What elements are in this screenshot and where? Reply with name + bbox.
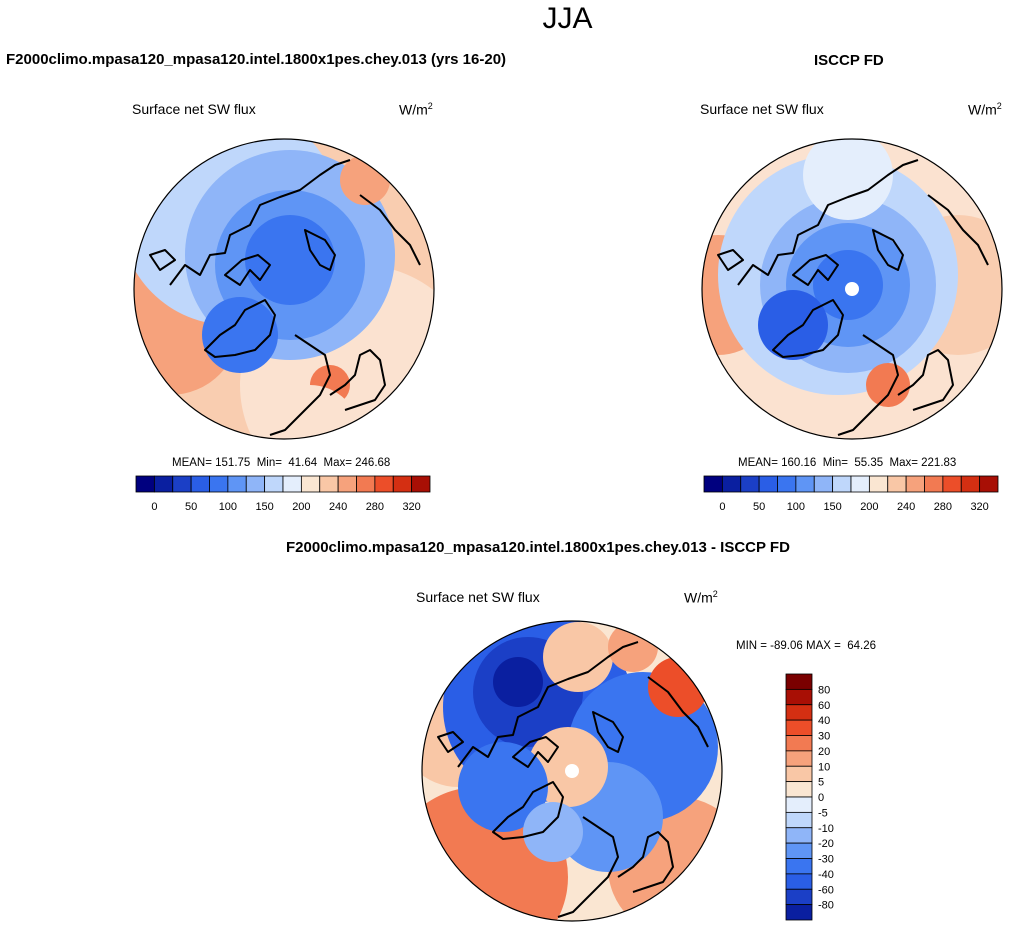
colorbar-tick-label: 200 [292,501,310,513]
left-stats: MEAN= 151.75 Min= 41.64 Max= 246.68 [172,457,391,469]
colorbar-tick-label: 320 [402,501,420,513]
colorbar-swatch [785,842,813,859]
colorbar-swatch [832,475,852,493]
colorbar-swatch [785,673,813,690]
colorbar-swatch [850,475,870,493]
colorbar-left: 0 50 100 150 200 240 280 320 [135,475,431,513]
diff-stats: MIN = -89.06 MAX = 64.26 [736,640,876,652]
colorbar-tick-label: 100 [219,501,237,513]
colorbar-swatch [300,475,321,493]
colorbar-tick-label: 10 [818,761,830,773]
right-case-title: ISCCP FD [814,52,884,69]
right-stats: MEAN= 160.16 Min= 55.35 Max= 221.83 [738,457,957,469]
colorbar-swatch [337,475,357,493]
colorbar-tick-label: 60 [818,700,830,712]
colorbar-tick-label: 80 [818,684,830,696]
colorbar-swatch [785,735,813,752]
colorbar-swatch [374,475,394,493]
colorbar-tick-label: 50 [753,501,765,513]
colorbar-swatch [319,475,339,493]
colorbar-swatch [209,475,229,493]
colorbar-diff: 80 60 40 30 20 10 5 0 -5 -10 -20 -30 -40 -60 -80 [785,673,834,921]
colorbar-swatch [721,475,742,493]
colorbar-swatch [392,475,413,493]
colorbar-tick-label: 40 [818,715,830,727]
colorbar-swatch [227,475,247,493]
colorbar-tick-label: 280 [934,501,952,513]
colorbar-swatch [942,475,962,493]
colorbar-swatch [785,704,813,721]
colorbar-tick-label: 50 [185,501,197,513]
colorbar-tick-label: -30 [818,854,834,866]
colorbar-tick-label: -40 [818,869,834,881]
map-diff [421,620,723,922]
colorbar-tick-label: 240 [897,501,915,513]
colorbar-swatch [979,475,999,493]
colorbar-tick-label: 0 [818,792,824,804]
colorbar-swatch [190,475,210,493]
figure-title: JJA [542,2,593,35]
colorbar-tick-label: -60 [818,884,834,896]
colorbar-swatch [356,475,376,493]
colorbar-tick-label: 280 [366,501,384,513]
colorbar-swatch [785,688,813,706]
colorbar-swatch [758,475,778,493]
colorbar-tick-label: 20 [818,746,830,758]
colorbar-tick-label: -80 [818,900,834,912]
colorbar-swatch [785,765,813,783]
colorbar-swatch [703,475,723,493]
colorbar-tick-label: 150 [255,501,273,513]
colorbar-tick-label: -20 [818,838,834,850]
colorbar-swatch [264,475,284,493]
colorbar-tick-label: -10 [818,823,834,835]
colorbar-swatch [868,475,889,493]
colorbar-tick-label: 240 [329,501,347,513]
colorbar-swatch [785,796,813,813]
colorbar-swatch [795,475,815,493]
colorbar-swatch [887,475,907,493]
colorbar-swatch [740,475,760,493]
colorbar-swatch [411,475,431,493]
colorbar-swatch [135,475,155,493]
colorbar-tick-label: 320 [970,501,988,513]
colorbar-swatch [777,475,797,493]
left-variable-label: Surface net SW flux [132,101,256,117]
colorbar-swatch [785,858,813,875]
colorbar-tick-label: -5 [818,807,828,819]
right-variable-label: Surface net SW flux [700,101,824,117]
colorbar-swatch [785,811,813,829]
colorbar-swatch [153,475,174,493]
colorbar-tick-label: 30 [818,731,830,743]
colorbar-tick-label: 200 [860,501,878,513]
diff-case-title: F2000climo.mpasa120_mpasa120.intel.1800x… [286,539,790,556]
colorbar-tick-label: 150 [823,501,841,513]
diff-variable-label: Surface net SW flux [416,589,540,605]
colorbar-tick-label: 100 [787,501,805,513]
colorbar-swatch [960,475,981,493]
colorbar-swatch [785,719,813,736]
map-left [133,138,435,440]
colorbar-swatch [245,475,266,493]
colorbar-swatch [785,873,813,890]
colorbar-right: 0 50 100 150 200 240 280 320 [703,475,999,513]
colorbar-tick-label: 0 [151,501,157,513]
colorbar-swatch [785,888,813,906]
colorbar-swatch [905,475,925,493]
colorbar-swatch [785,781,813,798]
colorbar-swatch [785,750,813,767]
right-units-label: W/m2 [968,101,1002,118]
colorbar-swatch [785,827,813,844]
left-units-label: W/m2 [399,101,433,118]
colorbar-swatch [282,475,302,493]
colorbar-swatch [813,475,834,493]
colorbar-tick-label: 0 [719,501,725,513]
left-case-title: F2000climo.mpasa120_mpasa120.intel.1800x… [6,51,507,68]
diff-units-label: W/m2 [684,589,718,606]
colorbar-swatch [172,475,192,493]
colorbar-tick-label: 5 [818,777,824,789]
colorbar-swatch [924,475,944,493]
map-right [701,138,1003,440]
colorbar-swatch [785,904,813,921]
